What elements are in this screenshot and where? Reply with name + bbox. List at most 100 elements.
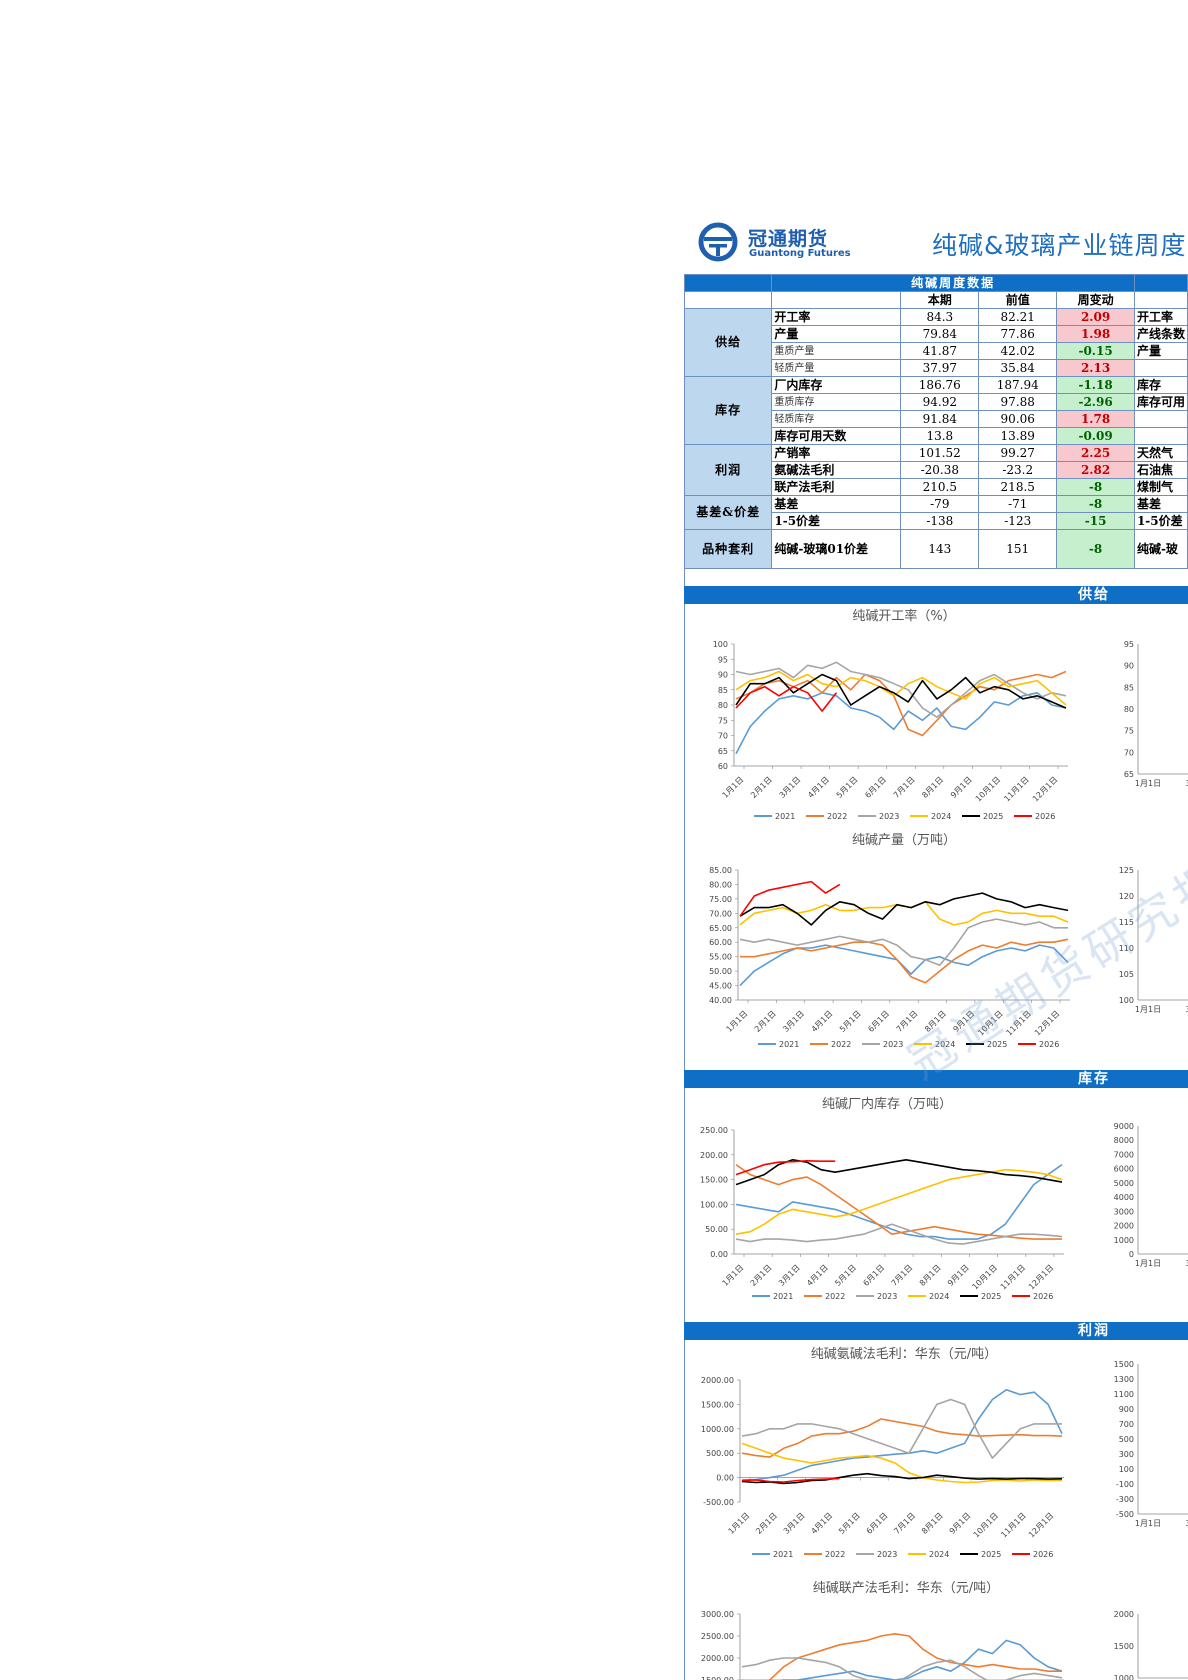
weekly-change: 2.82: [1056, 461, 1135, 479]
previous-value: -71: [978, 495, 1058, 513]
y-tick-label: 70: [718, 732, 728, 741]
y-tick-label: 9000: [1114, 1122, 1134, 1131]
row-label: 库存可用天数: [771, 427, 902, 445]
y-tick-label: 75: [718, 716, 728, 725]
blank-cell: [771, 291, 902, 309]
blank-cell: [684, 291, 773, 309]
series-line-2024: [741, 1442, 1062, 1484]
chart-right-partial-5: 2000 1500 1000: [1114, 1610, 1188, 1680]
x-tick-label: 4月1日: [806, 775, 831, 800]
x-tick-label: 3: [1185, 1005, 1188, 1014]
row-category: 库存: [684, 376, 773, 445]
y-tick-label: 150.00: [700, 1176, 728, 1185]
y-tick-label: -300: [1116, 1495, 1134, 1504]
legend-label-2024: 2024: [929, 1550, 949, 1559]
previous-value: 90.06: [978, 410, 1058, 428]
x-tick-label: 4月1日: [809, 1511, 834, 1536]
series-line-2023: [735, 661, 1067, 718]
legend-label-2022: 2022: [827, 812, 847, 821]
weekly-change: 1.98: [1056, 325, 1135, 343]
x-tick-label: 10月1日: [971, 1263, 999, 1291]
x-tick-label: 8月1日: [920, 775, 945, 800]
current-value: 143: [900, 529, 980, 569]
legend-label-2025: 2025: [981, 1550, 1001, 1559]
y-tick-label: 100: [1119, 1465, 1134, 1474]
chart-title: 纯碱产量（万吨）: [852, 833, 956, 848]
row-label: 重质库存: [771, 393, 902, 411]
series-line-2023: [741, 1398, 1062, 1459]
series-line-2021: [778, 1639, 1063, 1680]
table-row: 重质产量 41.87 42.02 -0.15 产量: [685, 342, 1188, 360]
x-tick-label: 2月1日: [753, 1009, 778, 1034]
chart-soda-factory-inventory: 纯碱厂内库存（万吨） 250.00 200.00 150.00 100.00 50.00 0…: [700, 1096, 1064, 1301]
row-label: 氨碱法毛利: [771, 461, 902, 479]
y-tick-label: 4000: [1114, 1193, 1134, 1202]
current-value: -79: [900, 495, 980, 513]
table-row: 供给 开工率 84.3 82.21 2.09 开工率: [684, 308, 1188, 377]
x-tick-label: 5月1日: [833, 1263, 858, 1288]
right-partial-label: 纯碱-玻: [1133, 529, 1188, 569]
y-tick-label: 3000: [1114, 1207, 1134, 1216]
y-tick-label: 100: [1119, 996, 1134, 1005]
y-tick-label: 95: [718, 655, 728, 664]
y-tick-label: 105: [1119, 970, 1134, 979]
x-tick-label: 7月1日: [892, 775, 917, 800]
legend-label-2024: 2024: [929, 1292, 949, 1301]
y-tick-label: 75.00: [709, 895, 732, 904]
y-tick-label: 2000: [1114, 1610, 1134, 1619]
previous-value: 187.94: [978, 376, 1058, 394]
current-value: 41.87: [900, 342, 980, 360]
logo-emblem-icon: [698, 222, 738, 262]
y-tick-label: 1500: [1114, 1360, 1134, 1369]
right-partial-label: 开工率: [1133, 308, 1188, 326]
table-column-header-row: 本期 前值 周变动: [684, 291, 1188, 309]
previous-value: -123: [978, 512, 1058, 530]
y-tick-label: -100: [1116, 1480, 1134, 1489]
y-tick-label: 65.00: [709, 924, 732, 933]
y-tick-label: 60: [718, 762, 728, 771]
y-tick-label: 85: [1124, 683, 1134, 692]
legend-label-2025: 2025: [987, 1040, 1007, 1049]
legend-label-2023: 2023: [883, 1040, 903, 1049]
logo-name-cn: 冠通期货: [748, 228, 829, 250]
chart-soda-output: 纯碱产量（万吨） 85.00 80.00 75.00 70.00 65.00 60.00 55…: [709, 833, 1070, 1049]
y-tick-label: 6000: [1114, 1165, 1134, 1174]
column-header: 本期: [900, 291, 980, 309]
row-category: 利润: [684, 444, 773, 496]
series-line-2022: [740, 938, 1069, 984]
current-value: 186.76: [900, 376, 980, 394]
weekly-change: -15: [1056, 512, 1135, 530]
x-tick-label: 6月1日: [865, 1511, 890, 1536]
legend-label-2021: 2021: [779, 1040, 799, 1049]
y-tick-label: 1300: [1114, 1375, 1134, 1384]
y-tick-label: 100.00: [700, 1200, 728, 1209]
report-page: 冠通期货 Guantong Futures 纯碱&玻璃产业链周度 纯碱周度数据本…: [684, 216, 1188, 1680]
series-line-2022: [742, 1632, 1062, 1680]
previous-value: 13.89: [978, 427, 1058, 445]
x-tick-label: 9月1日: [949, 775, 974, 800]
x-tick-label: 11月1日: [1002, 775, 1030, 803]
legend-label-2021: 2021: [773, 1292, 793, 1301]
y-tick-label: -500.00: [703, 1498, 734, 1507]
legend-label-2023: 2023: [879, 812, 899, 821]
table-row: 轻质库存 91.84 90.06 1.78: [685, 410, 1188, 428]
table-row: 1-5价差 -138 -123 -15 1-5价差: [685, 512, 1188, 530]
series-line-2025: [735, 673, 1067, 709]
legend-label-2025: 2025: [981, 1292, 1001, 1301]
x-tick-label: 10月1日: [974, 775, 1002, 803]
x-tick-label: 6月1日: [861, 1263, 886, 1288]
weekly-change: 2.09: [1056, 308, 1135, 326]
y-tick-label: 2500.00: [701, 1632, 734, 1641]
y-tick-label: 0.00: [710, 1250, 728, 1259]
previous-value: 151: [978, 529, 1058, 569]
y-tick-label: 60.00: [709, 938, 732, 947]
x-tick-label: 1月1日: [727, 1511, 752, 1536]
table-section-title: 纯碱周度数据: [771, 274, 1135, 292]
row-category: 供给: [684, 308, 773, 377]
series-line-2023: [739, 918, 1068, 967]
y-tick-label: 3000.00: [701, 1610, 734, 1619]
x-tick-label: 11月1日: [999, 1263, 1027, 1291]
series-line-2021: [741, 1388, 1063, 1481]
series-line-2025: [739, 892, 1069, 926]
legend-label-2026: 2026: [1033, 1550, 1053, 1559]
